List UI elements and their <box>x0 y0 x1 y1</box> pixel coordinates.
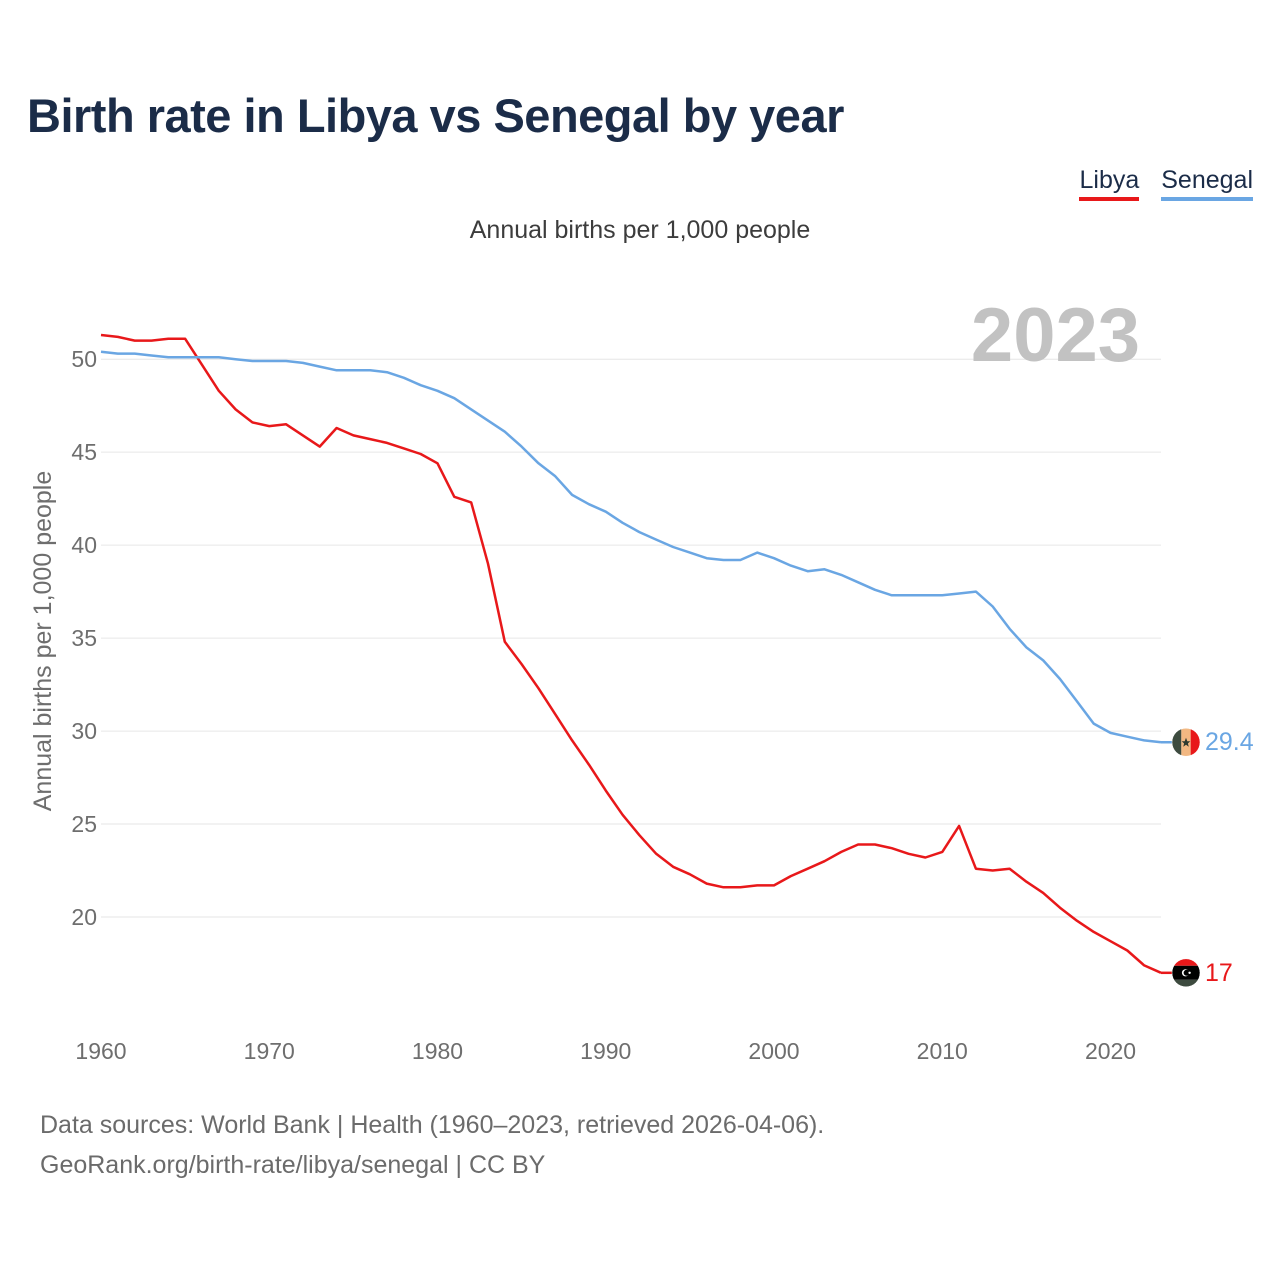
legend-item-libya[interactable]: Libya <box>1079 166 1140 201</box>
year-label: 2023 <box>971 293 1140 378</box>
grid-lines <box>101 358 1161 918</box>
page-title: Birth rate in Libya vs Senegal by year <box>27 89 844 142</box>
flag-senegal-icon <box>1171 727 1201 757</box>
x-tick-label: 1990 <box>580 1038 631 1064</box>
y-tick-label: 40 <box>71 532 97 558</box>
x-tick-label: 2020 <box>1085 1038 1136 1064</box>
x-tick-label: 1980 <box>412 1038 463 1064</box>
chart-subtitle: Annual births per 1,000 people <box>469 216 811 244</box>
y-tick-label: 45 <box>71 439 97 465</box>
x-axis-ticks: 1960 1970 1980 1990 2000 2010 2020 <box>75 1038 1136 1064</box>
end-value-libya: 17 <box>1205 959 1233 987</box>
legend-item-senegal[interactable]: Senegal <box>1161 166 1253 201</box>
y-tick-label: 30 <box>71 718 97 744</box>
end-markers: 17 29.4 <box>1161 727 1254 988</box>
y-tick-label: 35 <box>71 625 97 651</box>
y-axis-title: Annual births per 1,000 people <box>29 471 57 812</box>
legend: Libya Senegal <box>1079 166 1253 201</box>
series-line-libya <box>100 333 1162 974</box>
footer: Data sources: World Bank | Health (1960–… <box>40 1105 824 1185</box>
y-tick-label: 50 <box>71 346 97 372</box>
footer-link[interactable]: GeoRank.org/birth-rate/libya/senegal | C… <box>40 1151 546 1179</box>
y-tick-label: 25 <box>71 811 97 837</box>
footer-sources: Data sources: World Bank | Health (1960–… <box>40 1111 825 1139</box>
series-lines <box>100 333 1162 974</box>
end-value-senegal: 29.4 <box>1205 728 1254 756</box>
x-tick-label: 2010 <box>917 1038 968 1064</box>
flag-libya-icon <box>1171 958 1201 988</box>
x-tick-label: 1960 <box>75 1038 126 1064</box>
x-tick-label: 2000 <box>748 1038 799 1064</box>
series-line-senegal <box>100 350 1162 744</box>
y-tick-label: 20 <box>71 904 97 930</box>
y-axis-ticks: 20 25 30 35 40 45 50 <box>71 346 97 930</box>
x-tick-label: 1970 <box>244 1038 295 1064</box>
